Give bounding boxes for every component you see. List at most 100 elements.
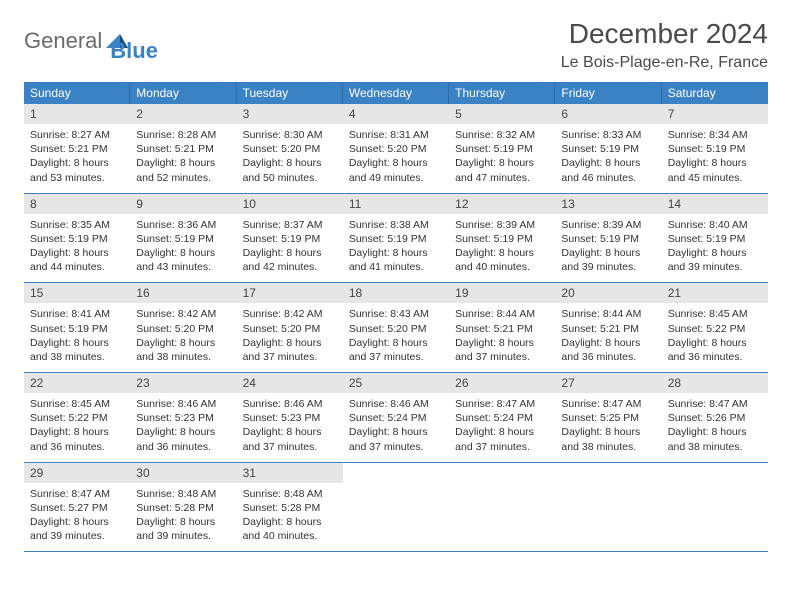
day-details: Sunrise: 8:46 AMSunset: 5:24 PMDaylight:… (349, 397, 443, 454)
day-details: Sunrise: 8:47 AMSunset: 5:27 PMDaylight:… (30, 487, 124, 544)
day-cell: 18 Sunrise: 8:43 AMSunset: 5:20 PMDayligh… (343, 283, 449, 372)
weeks-container: 1 Sunrise: 8:27 AMSunset: 5:21 PMDaylight… (24, 104, 768, 552)
day-details: Sunrise: 8:48 AMSunset: 5:28 PMDaylight:… (243, 487, 337, 544)
day-number: 6 (555, 104, 661, 124)
week-row: 8Sunrise: 8:35 AMSunset: 5:19 PMDaylight… (24, 194, 768, 284)
header: General Blue December 2024 Le Bois-Plage… (24, 18, 768, 72)
day-details: Sunrise: 8:42 AMSunset: 5:20 PMDaylight:… (136, 307, 230, 364)
dow-thursday: Thursday (449, 82, 555, 104)
day-cell: 23Sunrise: 8:46 AMSunset: 5:23 PMDayligh… (130, 373, 236, 462)
day-details: Sunrise: 8:40 AMSunset: 5:19 PMDaylight:… (668, 218, 762, 275)
day-details: Sunrise: 8:46 AMSunset: 5:23 PMDaylight:… (243, 397, 337, 454)
week-row: 1 Sunrise: 8:27 AMSunset: 5:21 PMDaylight… (24, 104, 768, 194)
logo: General Blue (24, 18, 158, 64)
day-details: Sunrise: 8:44 AMSunset: 5:21 PMDaylight:… (561, 307, 655, 364)
logo-blue: Blue (110, 38, 158, 64)
day-cell (449, 463, 555, 552)
calendar: SundayMondayTuesdayWednesdayThursdayFrid… (24, 82, 768, 552)
day-details: Sunrise: 8:34 AMSunset: 5:19 PMDaylight:… (668, 128, 762, 185)
day-cell: 1 Sunrise: 8:27 AMSunset: 5:21 PMDaylight… (24, 104, 130, 193)
day-cell: 11 Sunrise: 8:38 AMSunset: 5:19 PMDayligh… (343, 194, 449, 283)
day-number: 30 (130, 463, 236, 483)
day-cell: 3 Sunrise: 8:30 AMSunset: 5:20 PMDaylight… (237, 104, 343, 193)
day-cell: 29 Sunrise: 8:47 AMSunset: 5:27 PMDayligh… (24, 463, 130, 552)
day-number: 16 (130, 283, 236, 303)
day-cell: 31 Sunrise: 8:48 AMSunset: 5:28 PMDayligh… (237, 463, 343, 552)
day-details: Sunrise: 8:30 AMSunset: 5:20 PMDaylight:… (243, 128, 337, 185)
title-block: December 2024 Le Bois-Plage-en-Re, Franc… (561, 18, 768, 72)
day-cell: 26 Sunrise: 8:47 AMSunset: 5:24 PMDayligh… (449, 373, 555, 462)
day-details: Sunrise: 8:47 AMSunset: 5:24 PMDaylight:… (455, 397, 549, 454)
day-number: 8 (24, 194, 130, 214)
day-number: 13 (555, 194, 661, 214)
page-title: December 2024 (561, 18, 768, 50)
day-cell (662, 463, 768, 552)
dow-monday: Monday (130, 82, 236, 104)
day-number: 18 (343, 283, 449, 303)
day-number: 27 (555, 373, 661, 393)
day-number: 7 (662, 104, 768, 124)
day-details: Sunrise: 8:33 AMSunset: 5:19 PMDaylight:… (561, 128, 655, 185)
dow-tuesday: Tuesday (237, 82, 343, 104)
day-cell: 27 Sunrise: 8:47 AMSunset: 5:25 PMDayligh… (555, 373, 661, 462)
day-details: Sunrise: 8:42 AMSunset: 5:20 PMDaylight:… (243, 307, 337, 364)
day-cell: 10 Sunrise: 8:37 AMSunset: 5:19 PMDayligh… (237, 194, 343, 283)
day-details: Sunrise: 8:46 AMSunset: 5:23 PMDaylight:… (136, 397, 230, 454)
day-number: 12 (449, 194, 555, 214)
week-row: 15Sunrise: 8:41 AMSunset: 5:19 PMDayligh… (24, 283, 768, 373)
day-cell: 2Sunrise: 8:28 AMSunset: 5:21 PMDaylight… (130, 104, 236, 193)
logo-general: General (24, 28, 102, 54)
day-cell: 7 Sunrise: 8:34 AMSunset: 5:19 PMDaylight… (662, 104, 768, 193)
day-cell: 16 Sunrise: 8:42 AMSunset: 5:20 PMDayligh… (130, 283, 236, 372)
day-number: 25 (343, 373, 449, 393)
day-number: 28 (662, 373, 768, 393)
day-number: 26 (449, 373, 555, 393)
day-cell: 9Sunrise: 8:36 AMSunset: 5:19 PMDaylight… (130, 194, 236, 283)
dow-friday: Friday (555, 82, 661, 104)
day-cell: 22Sunrise: 8:45 AMSunset: 5:22 PMDayligh… (24, 373, 130, 462)
dow-wednesday: Wednesday (343, 82, 449, 104)
day-cell: 8Sunrise: 8:35 AMSunset: 5:19 PMDaylight… (24, 194, 130, 283)
day-number: 2 (130, 104, 236, 124)
day-number: 5 (449, 104, 555, 124)
day-cell: 14Sunrise: 8:40 AMSunset: 5:19 PMDayligh… (662, 194, 768, 283)
day-details: Sunrise: 8:43 AMSunset: 5:20 PMDaylight:… (349, 307, 443, 364)
day-number: 11 (343, 194, 449, 214)
day-cell: 28 Sunrise: 8:47 AMSunset: 5:26 PMDayligh… (662, 373, 768, 462)
day-cell (343, 463, 449, 552)
day-details: Sunrise: 8:27 AMSunset: 5:21 PMDaylight:… (30, 128, 124, 185)
day-details: Sunrise: 8:48 AMSunset: 5:28 PMDaylight:… (136, 487, 230, 544)
day-cell: 5Sunrise: 8:32 AMSunset: 5:19 PMDaylight… (449, 104, 555, 193)
day-details: Sunrise: 8:45 AMSunset: 5:22 PMDaylight:… (30, 397, 124, 454)
day-number: 17 (237, 283, 343, 303)
day-cell: 30 Sunrise: 8:48 AMSunset: 5:28 PMDayligh… (130, 463, 236, 552)
day-details: Sunrise: 8:47 AMSunset: 5:25 PMDaylight:… (561, 397, 655, 454)
day-cell: 6 Sunrise: 8:33 AMSunset: 5:19 PMDaylight… (555, 104, 661, 193)
day-details: Sunrise: 8:41 AMSunset: 5:19 PMDaylight:… (30, 307, 124, 364)
day-number: 9 (130, 194, 236, 214)
day-number: 3 (237, 104, 343, 124)
day-number: 31 (237, 463, 343, 483)
day-number: 1 (24, 104, 130, 124)
day-details: Sunrise: 8:44 AMSunset: 5:21 PMDaylight:… (455, 307, 549, 364)
day-details: Sunrise: 8:47 AMSunset: 5:26 PMDaylight:… (668, 397, 762, 454)
day-details: Sunrise: 8:39 AMSunset: 5:19 PMDaylight:… (561, 218, 655, 275)
day-details: Sunrise: 8:39 AMSunset: 5:19 PMDaylight:… (455, 218, 549, 275)
day-cell: 17 Sunrise: 8:42 AMSunset: 5:20 PMDayligh… (237, 283, 343, 372)
day-cell: 12 Sunrise: 8:39 AMSunset: 5:19 PMDayligh… (449, 194, 555, 283)
day-cell (555, 463, 661, 552)
dow-sunday: Sunday (24, 82, 130, 104)
day-number: 29 (24, 463, 130, 483)
week-row: 29 Sunrise: 8:47 AMSunset: 5:27 PMDayligh… (24, 463, 768, 553)
day-cell: 15Sunrise: 8:41 AMSunset: 5:19 PMDayligh… (24, 283, 130, 372)
day-number: 10 (237, 194, 343, 214)
day-of-week-header: SundayMondayTuesdayWednesdayThursdayFrid… (24, 82, 768, 104)
day-number: 4 (343, 104, 449, 124)
day-number: 21 (662, 283, 768, 303)
day-number: 20 (555, 283, 661, 303)
day-number: 19 (449, 283, 555, 303)
day-cell: 21Sunrise: 8:45 AMSunset: 5:22 PMDayligh… (662, 283, 768, 372)
day-details: Sunrise: 8:38 AMSunset: 5:19 PMDaylight:… (349, 218, 443, 275)
day-cell: 20 Sunrise: 8:44 AMSunset: 5:21 PMDayligh… (555, 283, 661, 372)
day-details: Sunrise: 8:37 AMSunset: 5:19 PMDaylight:… (243, 218, 337, 275)
